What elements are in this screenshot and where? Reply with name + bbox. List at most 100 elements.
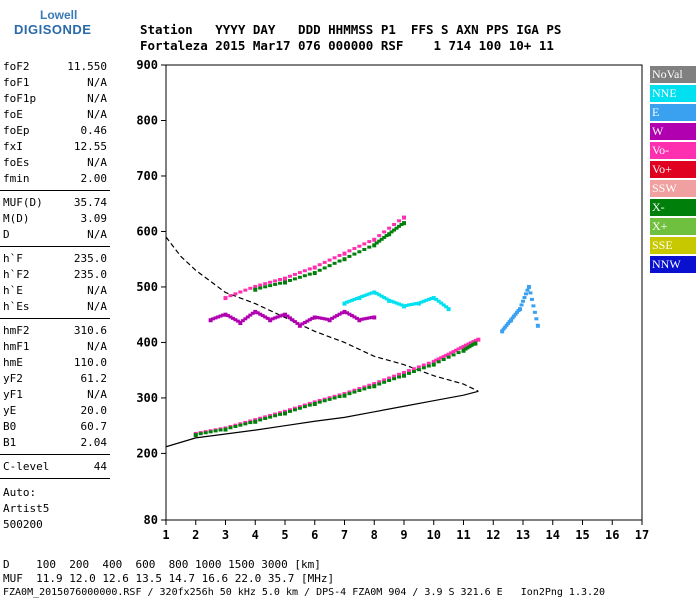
x-tick-label: 8 xyxy=(371,528,378,542)
trace-segment xyxy=(317,398,322,402)
trace-segment xyxy=(364,316,369,320)
trace-segment xyxy=(292,277,297,281)
trace-segment xyxy=(426,364,431,368)
trace-segment xyxy=(322,266,327,270)
data-point xyxy=(342,251,347,256)
trace-segment xyxy=(238,423,243,427)
trace-segment xyxy=(364,293,369,297)
data-point xyxy=(283,276,287,281)
trace-segment xyxy=(446,355,451,359)
trace-segment xyxy=(255,311,260,315)
trace-segment xyxy=(441,358,446,362)
trace-segment xyxy=(468,341,473,345)
legend-item: W xyxy=(650,123,696,140)
trace-segment xyxy=(273,282,278,286)
trace-segment xyxy=(307,401,312,405)
data-point xyxy=(509,318,514,323)
data-point xyxy=(402,215,406,220)
trace-segment xyxy=(439,301,444,305)
trace-segment xyxy=(451,353,456,357)
trace-segment xyxy=(354,296,359,300)
y-tick-label: 800 xyxy=(136,113,158,127)
trace-segment xyxy=(421,366,426,370)
trace-segment xyxy=(456,351,461,355)
trace-segment xyxy=(394,301,399,305)
data-point xyxy=(283,280,287,285)
trace-segment xyxy=(278,412,283,416)
trace-segment xyxy=(273,316,278,320)
trace-segment xyxy=(419,300,424,304)
trace-segment xyxy=(322,397,327,401)
trace-segment xyxy=(352,252,357,256)
param-row: MUF(D) 35.74 xyxy=(3,196,107,209)
trace-segment xyxy=(354,316,359,320)
data-point xyxy=(416,301,421,306)
data-point xyxy=(476,337,481,342)
trace-segment xyxy=(416,368,421,372)
x-tick-label: 10 xyxy=(427,528,441,542)
auto-version: 500200 xyxy=(3,518,43,531)
trace-segment xyxy=(426,297,431,301)
trace-segment xyxy=(347,390,352,394)
trace-segment xyxy=(411,370,416,374)
param-row: hmF2 310.6 xyxy=(3,324,107,337)
trace-segment xyxy=(369,291,374,295)
data-point xyxy=(402,370,406,375)
param-row: h`F2 235.0 xyxy=(3,268,107,281)
x-tick-label: 16 xyxy=(605,528,619,542)
param-row: h`F 235.0 xyxy=(3,252,107,265)
param-row: foE N/A xyxy=(3,108,107,121)
data-point xyxy=(342,257,347,262)
trace-segment xyxy=(382,378,387,382)
trace-segment xyxy=(332,315,337,319)
trace-segment xyxy=(359,295,364,299)
trace-segment xyxy=(392,377,397,381)
trace-segment xyxy=(317,400,322,404)
trace-segment xyxy=(278,411,283,415)
trace-segment xyxy=(327,258,332,262)
trace-segment xyxy=(225,314,230,318)
trace-segment xyxy=(278,278,283,282)
trace-segment xyxy=(233,318,238,322)
trace-segment xyxy=(287,278,292,282)
trace-segment xyxy=(523,292,528,296)
trace-segment xyxy=(473,338,478,342)
trace-segment xyxy=(531,304,536,308)
trace-segment xyxy=(394,226,399,230)
data-point xyxy=(500,329,505,334)
trace-segment xyxy=(258,416,263,420)
trace-segment xyxy=(424,298,429,302)
footer-file-info: FZA0M_2015076000000.RSF / 320fx256h 50 k… xyxy=(3,587,606,598)
trace-segment xyxy=(327,264,332,268)
trace-segment xyxy=(211,317,216,321)
data-point xyxy=(253,287,258,292)
x-tick-label: 5 xyxy=(281,528,288,542)
trace-segment xyxy=(337,253,342,257)
data-point xyxy=(387,232,392,237)
trace-segment xyxy=(406,303,411,307)
trace-segment xyxy=(456,347,461,351)
data-point xyxy=(518,307,523,312)
trace-segment xyxy=(297,405,302,409)
trace-segment xyxy=(248,419,253,423)
y-tick-label: 900 xyxy=(136,58,158,72)
legend-item: E xyxy=(650,104,696,121)
param-row: foF1p N/A xyxy=(3,92,107,105)
trace-segment xyxy=(320,316,325,320)
density-profile-line xyxy=(165,390,479,448)
trace-segment xyxy=(397,302,402,306)
x-tick-label: 17 xyxy=(635,528,649,542)
trace-segment xyxy=(449,351,454,355)
data-point xyxy=(372,384,377,389)
trace-segment xyxy=(377,380,382,384)
trace-segment xyxy=(369,315,374,319)
trace-segment xyxy=(248,286,253,290)
y-tick-label: 300 xyxy=(136,391,158,405)
trace-segment xyxy=(273,412,278,416)
trace-segment xyxy=(392,222,397,226)
trace-segment xyxy=(466,342,471,346)
trace-segment xyxy=(263,282,268,286)
trace-segment xyxy=(434,297,439,301)
trace-segment xyxy=(357,244,362,248)
param-row: foF2 11.550 xyxy=(3,60,107,73)
